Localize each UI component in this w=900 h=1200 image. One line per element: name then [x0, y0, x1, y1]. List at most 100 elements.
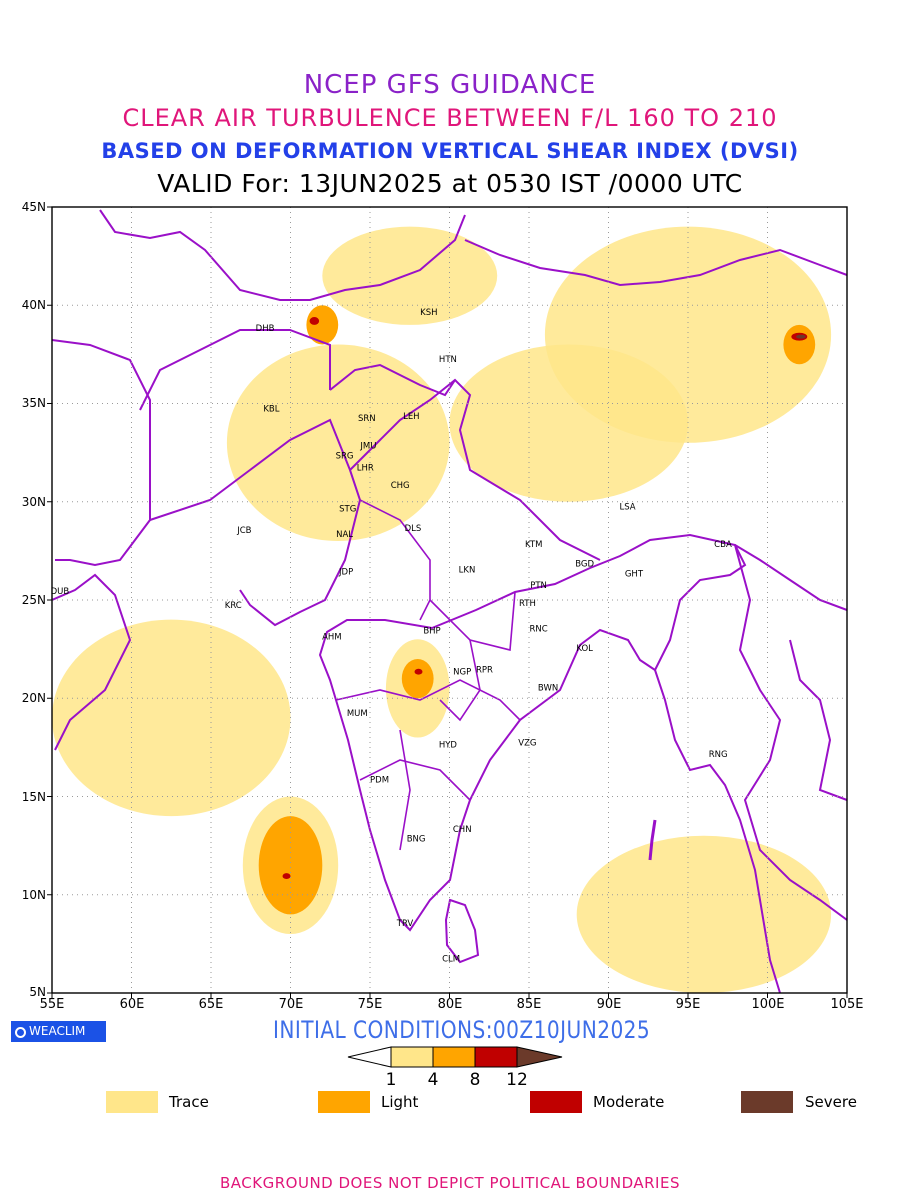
station-label: KRC	[225, 601, 242, 611]
turbulence-area-light	[401, 658, 434, 699]
station-label: STG	[339, 505, 356, 515]
china-east-boundary	[734, 544, 847, 611]
station-label: AHM	[322, 632, 342, 642]
footer-disclaimer: BACKGROUND DOES NOT DEPICT POLITICAL BOU…	[220, 1174, 680, 1192]
station-label: NAL	[336, 530, 353, 540]
lat-tick: 15N	[21, 790, 46, 804]
colorbar-severe-arrow	[516, 1046, 563, 1068]
title-turbulence: CLEAR AIR TURBULENCE BETWEEN F/L 160 TO …	[122, 104, 778, 132]
initial-conditions: INITIAL CONDITIONS:00Z10JUN2025	[273, 1016, 651, 1044]
station-label: KSH	[420, 308, 437, 318]
china-mongolia-boundary	[464, 239, 847, 287]
turbulence-area-light	[306, 305, 339, 345]
colorbar-moderate	[474, 1046, 518, 1068]
turbulence-area-trace	[576, 835, 832, 993]
station-label: PTN	[530, 581, 547, 591]
station-label: LEH	[403, 412, 420, 422]
kashmir-boundary	[329, 363, 456, 397]
station-label: KBL	[263, 404, 279, 414]
lon-tick: 70E	[278, 997, 304, 1012]
lat-tick: 40N	[21, 298, 46, 312]
lat-tick: 5N	[29, 985, 46, 999]
indochina-boundary	[789, 639, 847, 801]
iran-boundary	[52, 339, 151, 567]
station-label: LSA	[620, 503, 636, 513]
station-label: HTN	[439, 355, 457, 365]
station-label: RPR	[476, 666, 493, 676]
lat-tick: 30N	[21, 495, 46, 509]
colorbar	[347, 1046, 563, 1068]
turbulence-area-trace	[322, 226, 498, 325]
lon-tick: 80E	[437, 997, 463, 1012]
station-label: BHP	[423, 626, 440, 636]
station-label: LKN	[459, 565, 476, 575]
myanmar-coast	[654, 669, 781, 993]
station-label: DLS	[405, 524, 422, 534]
colorbar-label: 12	[506, 1070, 528, 1090]
turbulence-area-light	[258, 816, 323, 915]
india-states-3	[335, 679, 521, 721]
india-states-2	[429, 591, 516, 652]
legend-swatch-moderate	[530, 1091, 582, 1113]
turbulence-area-light	[783, 324, 816, 365]
station-label: DUB	[51, 587, 70, 597]
station-label: CLM	[442, 955, 460, 965]
india-states-1	[359, 499, 431, 621]
coastline-boundaries	[52, 209, 847, 993]
lat-tick: 45N	[21, 200, 46, 214]
lat-tick: 10N	[21, 888, 46, 902]
title-guidance: NCEP GFS GUIDANCE	[303, 70, 597, 100]
title-valid-time: VALID For: 13JUN2025 at 0530 IST /0000 U…	[157, 169, 743, 198]
station-label: BGD	[575, 560, 594, 570]
station-label: VZG	[518, 738, 536, 748]
turbulence-areas	[52, 226, 832, 993]
india-states-6	[439, 639, 481, 722]
srilanka-outline	[444, 898, 480, 964]
weaclim-logo: WEACLIM	[11, 1021, 106, 1042]
station-label: MUM	[347, 709, 368, 719]
lon-tick: 95E	[675, 997, 701, 1012]
legend-swatch-trace	[106, 1091, 158, 1113]
logo-text: WEACLIM	[29, 1024, 86, 1038]
lon-tick: 105E	[830, 997, 864, 1012]
lon-tick: 90E	[596, 997, 622, 1012]
himalaya-boundary	[349, 378, 601, 561]
turbulence-area-trace	[449, 344, 688, 502]
arabia-coast	[52, 573, 132, 751]
colorbar-light	[432, 1046, 476, 1068]
globe-icon	[15, 1027, 26, 1038]
lat-lon-gridlines	[52, 207, 847, 993]
legend-label-moderate: Moderate	[593, 1093, 665, 1111]
station-label: PDM	[370, 776, 389, 786]
southeast-asia-coast	[734, 544, 847, 921]
india-outline	[318, 533, 747, 932]
station-label: RNC	[529, 624, 547, 634]
axis-ticks	[47, 206, 848, 998]
station-label: KTM	[525, 540, 542, 550]
station-label: RTH	[519, 599, 536, 609]
lat-tick: 20N	[21, 691, 46, 705]
legend-label-trace: Trace	[169, 1093, 209, 1111]
colorbar-label: 8	[469, 1070, 481, 1090]
afghan-boundary	[139, 329, 331, 411]
legend-label-severe: Severe	[805, 1093, 857, 1111]
central-asia-boundary	[99, 209, 466, 301]
turbulence-area-trace	[52, 619, 291, 817]
turbulence-area-severe	[796, 334, 806, 339]
station-label: RNG	[709, 750, 728, 760]
station-label: DHB	[256, 324, 275, 334]
turbulence-area-moderate	[282, 873, 291, 880]
station-label: KOL	[576, 644, 593, 654]
lon-tick: 75E	[357, 997, 383, 1012]
station-label: JCB	[236, 526, 251, 536]
andaman-islands	[648, 819, 657, 861]
lon-tick: 60E	[119, 997, 145, 1012]
india-states-5	[399, 729, 411, 851]
station-label: GHT	[625, 569, 644, 579]
legend-swatch-severe	[741, 1091, 793, 1113]
station-label: LHR	[357, 463, 374, 473]
station-label: SRG	[336, 452, 354, 462]
station-label: BNG	[407, 835, 426, 845]
